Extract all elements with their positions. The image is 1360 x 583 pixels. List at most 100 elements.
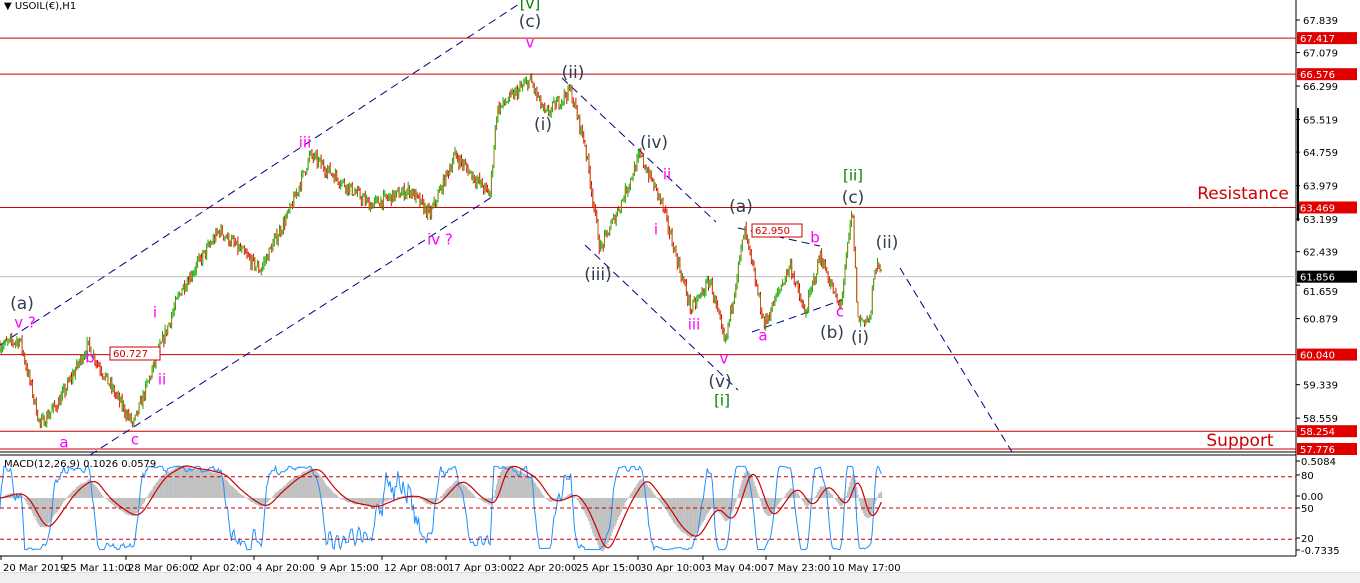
macd-tick-label: 80 <box>1301 471 1314 482</box>
current-price-tag <box>1297 270 1357 283</box>
wave-label: (b) <box>820 323 844 343</box>
price-tag-box <box>109 346 161 361</box>
wave-label: ii <box>158 371 166 389</box>
time-tick-label: 7 May 23:00 <box>768 563 830 572</box>
wave-label: iii <box>299 134 312 152</box>
price-level-label: 60.040 <box>1300 351 1335 362</box>
time-tick-label: 25 Apr 15:00 <box>576 563 641 572</box>
macd-title: MACD(12,26,9) 0.1026 0.0579 <box>4 459 156 470</box>
wave-label: (ii) <box>876 233 899 253</box>
wave-label: iv ? <box>427 231 453 249</box>
support-label: Support <box>1206 431 1274 451</box>
wave-label: c <box>836 303 844 321</box>
price-tick-label: 63.979 <box>1303 182 1338 193</box>
price-tick-label: 67.839 <box>1303 16 1338 27</box>
time-tick-label: 17 Apr 03:00 <box>448 563 513 572</box>
macd-tick-label: -0.7335 <box>1301 546 1340 557</box>
time-tick-label: 3 May 04:00 <box>705 563 767 572</box>
wave-label: (a) <box>10 294 34 314</box>
macd-tick-label: 20 <box>1301 534 1314 545</box>
price-level-label: 63.469 <box>1300 203 1335 214</box>
time-tick-label: 28 Mar 06:00 <box>128 563 195 572</box>
time-tick-label: 4 Apr 20:00 <box>256 563 315 572</box>
time-tick-label: 30 Apr 10:00 <box>640 563 705 572</box>
price-tick-label: 63.199 <box>1303 215 1338 226</box>
candles <box>0 73 882 429</box>
price-tick-label: 66.299 <box>1303 82 1338 93</box>
macd-tick-label: 0.00 <box>1301 492 1323 503</box>
price-tick-label: 61.659 <box>1303 287 1338 298</box>
price-tick-label: 59.339 <box>1303 381 1338 392</box>
price-level-tag <box>1297 201 1357 214</box>
wave-label: v ? <box>14 314 36 332</box>
wave-label: v <box>526 34 535 52</box>
wave-label: a <box>758 327 767 345</box>
wave-label: [ii] <box>843 167 863 185</box>
triangle-down-icon[interactable]: ▼ <box>4 1 12 12</box>
wave-label: (a) <box>729 197 753 217</box>
price-level-label: 58.254 <box>1300 427 1335 438</box>
price-tick-label: 62.439 <box>1303 248 1338 259</box>
time-tick-label: 2 Apr 02:00 <box>193 563 252 572</box>
wave-label: c <box>131 431 139 449</box>
trendline <box>584 244 739 391</box>
wave-label: ii <box>663 166 671 184</box>
price-tick-label: 64.759 <box>1303 148 1338 159</box>
wave-label: [v] <box>520 0 541 13</box>
price-tick-label: 58.559 <box>1303 414 1338 425</box>
current-price-label: 61.856 <box>1300 273 1335 284</box>
price-tag-box <box>751 223 803 238</box>
wave-label: iii <box>688 316 701 334</box>
chart-title[interactable]: ▼ USOIL(€),H1 <box>4 1 76 12</box>
price-level-tag <box>1297 425 1357 438</box>
wave-label: (iv) <box>640 133 668 153</box>
wave-label: i <box>153 304 157 322</box>
wave-label: i <box>654 221 658 239</box>
price-tag-text: 62.950 <box>755 226 790 237</box>
macd-tick-label: 0.5084 <box>1301 457 1336 468</box>
wave-label: b <box>810 229 820 247</box>
price-tick-label: 67.079 <box>1303 49 1338 60</box>
wave-label: (i) <box>851 328 869 348</box>
time-tick-label: 25 Mar 11:00 <box>64 563 131 572</box>
price-level-label: 66.576 <box>1300 70 1335 81</box>
trendline <box>751 299 843 333</box>
symbol-title: USOIL(€),H1 <box>14 1 77 12</box>
wave-label: b <box>85 349 95 367</box>
macd-tick-label: 50 <box>1301 504 1314 515</box>
macd-signal-line <box>0 465 882 549</box>
price-tag-text: 60.727 <box>113 349 148 360</box>
wave-label: a <box>59 434 68 452</box>
price-tick-label: 60.879 <box>1303 315 1338 326</box>
price-level-tag <box>1297 68 1357 81</box>
price-level-tag <box>1297 443 1357 455</box>
resistance-label: Resistance <box>1197 184 1289 204</box>
price-level-label: 57.776 <box>1300 445 1335 456</box>
trendline <box>561 77 717 223</box>
time-tick-label: 22 Apr 20:00 <box>512 563 577 572</box>
wave-label: (ii) <box>562 63 585 83</box>
wave-label: (c) <box>842 188 865 208</box>
wave-label: (v) <box>708 372 731 392</box>
time-tick-label: 9 Apr 15:00 <box>320 563 379 572</box>
trendline <box>0 1 523 346</box>
wave-label: (c) <box>519 12 542 32</box>
macd-histogram <box>0 465 883 552</box>
time-tick-label: 12 Apr 08:00 <box>384 563 449 572</box>
horizontal-scrollbar[interactable] <box>0 572 1360 583</box>
trendline <box>899 267 1013 453</box>
price-level-tag <box>1297 32 1357 45</box>
wave-label: [i] <box>714 392 730 410</box>
wave-label: (iii) <box>584 265 611 285</box>
scroll-marker <box>1297 108 1299 221</box>
price-tick-label: 65.519 <box>1303 116 1338 127</box>
wave-label: (i) <box>534 115 552 135</box>
oscillator-line <box>0 464 882 552</box>
time-tick-label: 10 May 17:00 <box>832 563 901 572</box>
time-tick-label: 20 Mar 2019 <box>3 563 66 572</box>
trendline <box>89 194 496 456</box>
price-level-tag <box>1297 348 1357 361</box>
price-level-label: 67.417 <box>1300 34 1335 45</box>
wave-label: v <box>720 350 729 368</box>
